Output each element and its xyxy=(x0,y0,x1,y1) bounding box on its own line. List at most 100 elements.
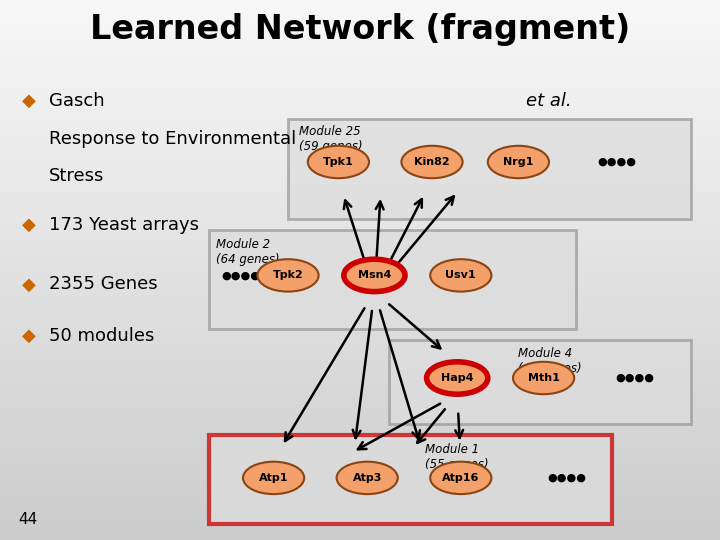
Bar xyxy=(0,378,720,381)
Text: Usv1: Usv1 xyxy=(446,271,476,280)
Bar xyxy=(0,24,720,27)
Bar xyxy=(0,243,720,246)
Bar xyxy=(0,389,720,392)
Bar xyxy=(0,472,720,475)
Bar xyxy=(0,284,720,286)
Bar xyxy=(0,448,720,451)
Text: Stress: Stress xyxy=(49,167,104,185)
Text: Msn4: Msn4 xyxy=(358,271,391,280)
Bar xyxy=(0,464,720,467)
Bar xyxy=(0,254,720,256)
Bar xyxy=(0,76,720,78)
Bar xyxy=(0,508,720,510)
Bar xyxy=(0,297,720,300)
Bar xyxy=(0,127,720,130)
Bar xyxy=(0,440,720,443)
Bar xyxy=(0,40,720,43)
Bar xyxy=(0,270,720,273)
Bar xyxy=(0,364,720,367)
Bar xyxy=(0,173,720,176)
Bar xyxy=(0,16,720,19)
Ellipse shape xyxy=(258,259,319,292)
Ellipse shape xyxy=(307,146,369,178)
Bar xyxy=(0,240,720,243)
Bar xyxy=(0,81,720,84)
Bar xyxy=(0,348,720,351)
Bar xyxy=(0,235,720,238)
Bar xyxy=(0,397,720,400)
Bar xyxy=(0,518,720,521)
Bar xyxy=(0,200,720,202)
Bar xyxy=(0,151,720,154)
Bar xyxy=(0,146,720,148)
Bar xyxy=(0,73,720,76)
Text: Module 25
(59 genes): Module 25 (59 genes) xyxy=(299,125,362,153)
Bar xyxy=(0,130,720,132)
Bar xyxy=(0,35,720,38)
Text: Module 4
(42 genes): Module 4 (42 genes) xyxy=(518,347,582,375)
Bar xyxy=(0,459,720,462)
Bar xyxy=(0,140,720,143)
Bar xyxy=(0,186,720,189)
Bar xyxy=(0,94,720,97)
Bar xyxy=(0,246,720,248)
Bar xyxy=(0,159,720,162)
Text: Response to Environmental: Response to Environmental xyxy=(49,130,296,147)
Text: Module 1
(55 genes): Module 1 (55 genes) xyxy=(425,443,488,471)
Bar xyxy=(0,429,720,432)
Bar xyxy=(0,113,720,116)
Bar xyxy=(0,475,720,478)
Bar xyxy=(0,338,720,340)
Text: 2355 Genes: 2355 Genes xyxy=(49,275,158,293)
Bar xyxy=(0,157,720,159)
Text: Learned Network (fragment): Learned Network (fragment) xyxy=(90,13,630,46)
Bar xyxy=(0,232,720,235)
Bar xyxy=(0,3,720,5)
Bar xyxy=(0,256,720,259)
Bar xyxy=(0,392,720,394)
Bar xyxy=(0,259,720,262)
Bar xyxy=(0,221,720,224)
Bar xyxy=(0,8,720,11)
Bar xyxy=(0,502,720,505)
Bar xyxy=(0,30,720,32)
Bar xyxy=(0,227,720,229)
Bar xyxy=(0,456,720,459)
Text: 50 modules: 50 modules xyxy=(49,327,154,345)
Text: Atp1: Atp1 xyxy=(259,473,288,483)
Bar xyxy=(0,526,720,529)
Bar xyxy=(0,532,720,535)
Bar xyxy=(0,435,720,437)
Bar xyxy=(0,467,720,470)
Bar xyxy=(0,202,720,205)
Bar xyxy=(0,516,720,518)
Bar xyxy=(0,0,720,3)
Bar xyxy=(0,184,720,186)
Bar xyxy=(0,332,720,335)
Bar xyxy=(0,535,720,537)
Bar xyxy=(0,432,720,435)
Bar xyxy=(0,324,720,327)
Bar xyxy=(0,51,720,54)
Bar xyxy=(0,437,720,440)
FancyBboxPatch shape xyxy=(209,230,576,329)
Bar xyxy=(0,238,720,240)
Bar xyxy=(0,262,720,265)
Bar xyxy=(0,370,720,373)
Bar xyxy=(0,486,720,489)
Bar xyxy=(0,162,720,165)
Text: ◆: ◆ xyxy=(22,275,35,293)
Bar xyxy=(0,386,720,389)
Bar xyxy=(0,148,720,151)
Text: Mth1: Mth1 xyxy=(528,373,559,383)
Bar xyxy=(0,513,720,516)
Bar xyxy=(0,46,720,49)
Bar xyxy=(0,308,720,310)
Bar xyxy=(0,329,720,332)
Bar xyxy=(0,208,720,211)
Bar xyxy=(0,251,720,254)
Bar xyxy=(0,11,720,14)
Bar xyxy=(0,354,720,356)
Bar xyxy=(0,402,720,405)
Bar xyxy=(0,103,720,105)
